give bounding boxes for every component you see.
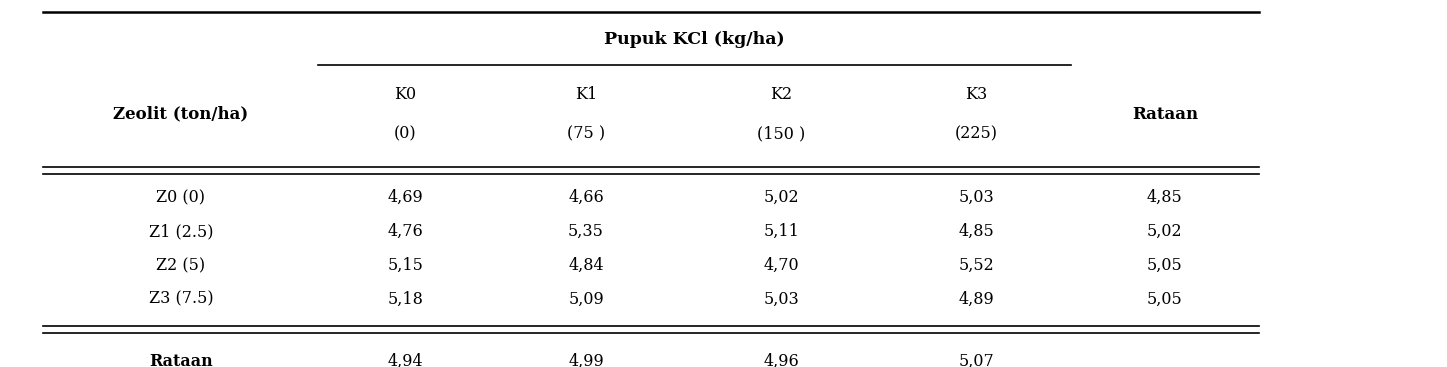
Text: K2: K2 [770, 86, 793, 103]
Text: 4,66: 4,66 [569, 189, 603, 206]
Text: K0: K0 [394, 86, 417, 103]
Text: (225): (225) [955, 126, 998, 143]
Text: 4,94: 4,94 [388, 353, 423, 367]
Text: 5,15: 5,15 [388, 257, 423, 274]
Text: 5,05: 5,05 [1147, 291, 1182, 308]
Text: 4,85: 4,85 [1147, 189, 1182, 206]
Text: 4,70: 4,70 [764, 257, 799, 274]
Text: 4,69: 4,69 [388, 189, 423, 206]
Text: 5,09: 5,09 [569, 291, 603, 308]
Text: 5,18: 5,18 [388, 291, 423, 308]
Text: 4,89: 4,89 [959, 291, 994, 308]
Text: Rataan: Rataan [149, 353, 213, 367]
Text: Rataan: Rataan [1132, 106, 1198, 123]
Text: 5,05: 5,05 [1147, 257, 1182, 274]
Text: Z2 (5): Z2 (5) [156, 257, 205, 274]
Text: 4,84: 4,84 [569, 257, 603, 274]
Text: (0): (0) [394, 126, 417, 143]
Text: 5,03: 5,03 [959, 189, 994, 206]
Text: 5,02: 5,02 [764, 189, 799, 206]
Text: 5,11: 5,11 [764, 223, 799, 240]
Text: (150 ): (150 ) [757, 126, 806, 143]
Text: 5,35: 5,35 [569, 223, 603, 240]
Text: Z3 (7.5): Z3 (7.5) [149, 291, 213, 308]
Text: 5,07: 5,07 [959, 353, 994, 367]
Text: Pupuk KCl (kg/ha): Pupuk KCl (kg/ha) [605, 31, 784, 48]
Text: Z0 (0): Z0 (0) [156, 189, 205, 206]
Text: 4,85: 4,85 [959, 223, 994, 240]
Text: Z1 (2.5): Z1 (2.5) [149, 223, 213, 240]
Text: (75 ): (75 ) [567, 126, 605, 143]
Text: K1: K1 [574, 86, 598, 103]
Text: Zeolit (ton/ha): Zeolit (ton/ha) [113, 106, 249, 123]
Text: 4,99: 4,99 [569, 353, 603, 367]
Text: K3: K3 [965, 86, 988, 103]
Text: 5,52: 5,52 [959, 257, 994, 274]
Text: 4,96: 4,96 [764, 353, 799, 367]
Text: 5,02: 5,02 [1147, 223, 1182, 240]
Text: 5,03: 5,03 [764, 291, 799, 308]
Text: 4,76: 4,76 [388, 223, 423, 240]
